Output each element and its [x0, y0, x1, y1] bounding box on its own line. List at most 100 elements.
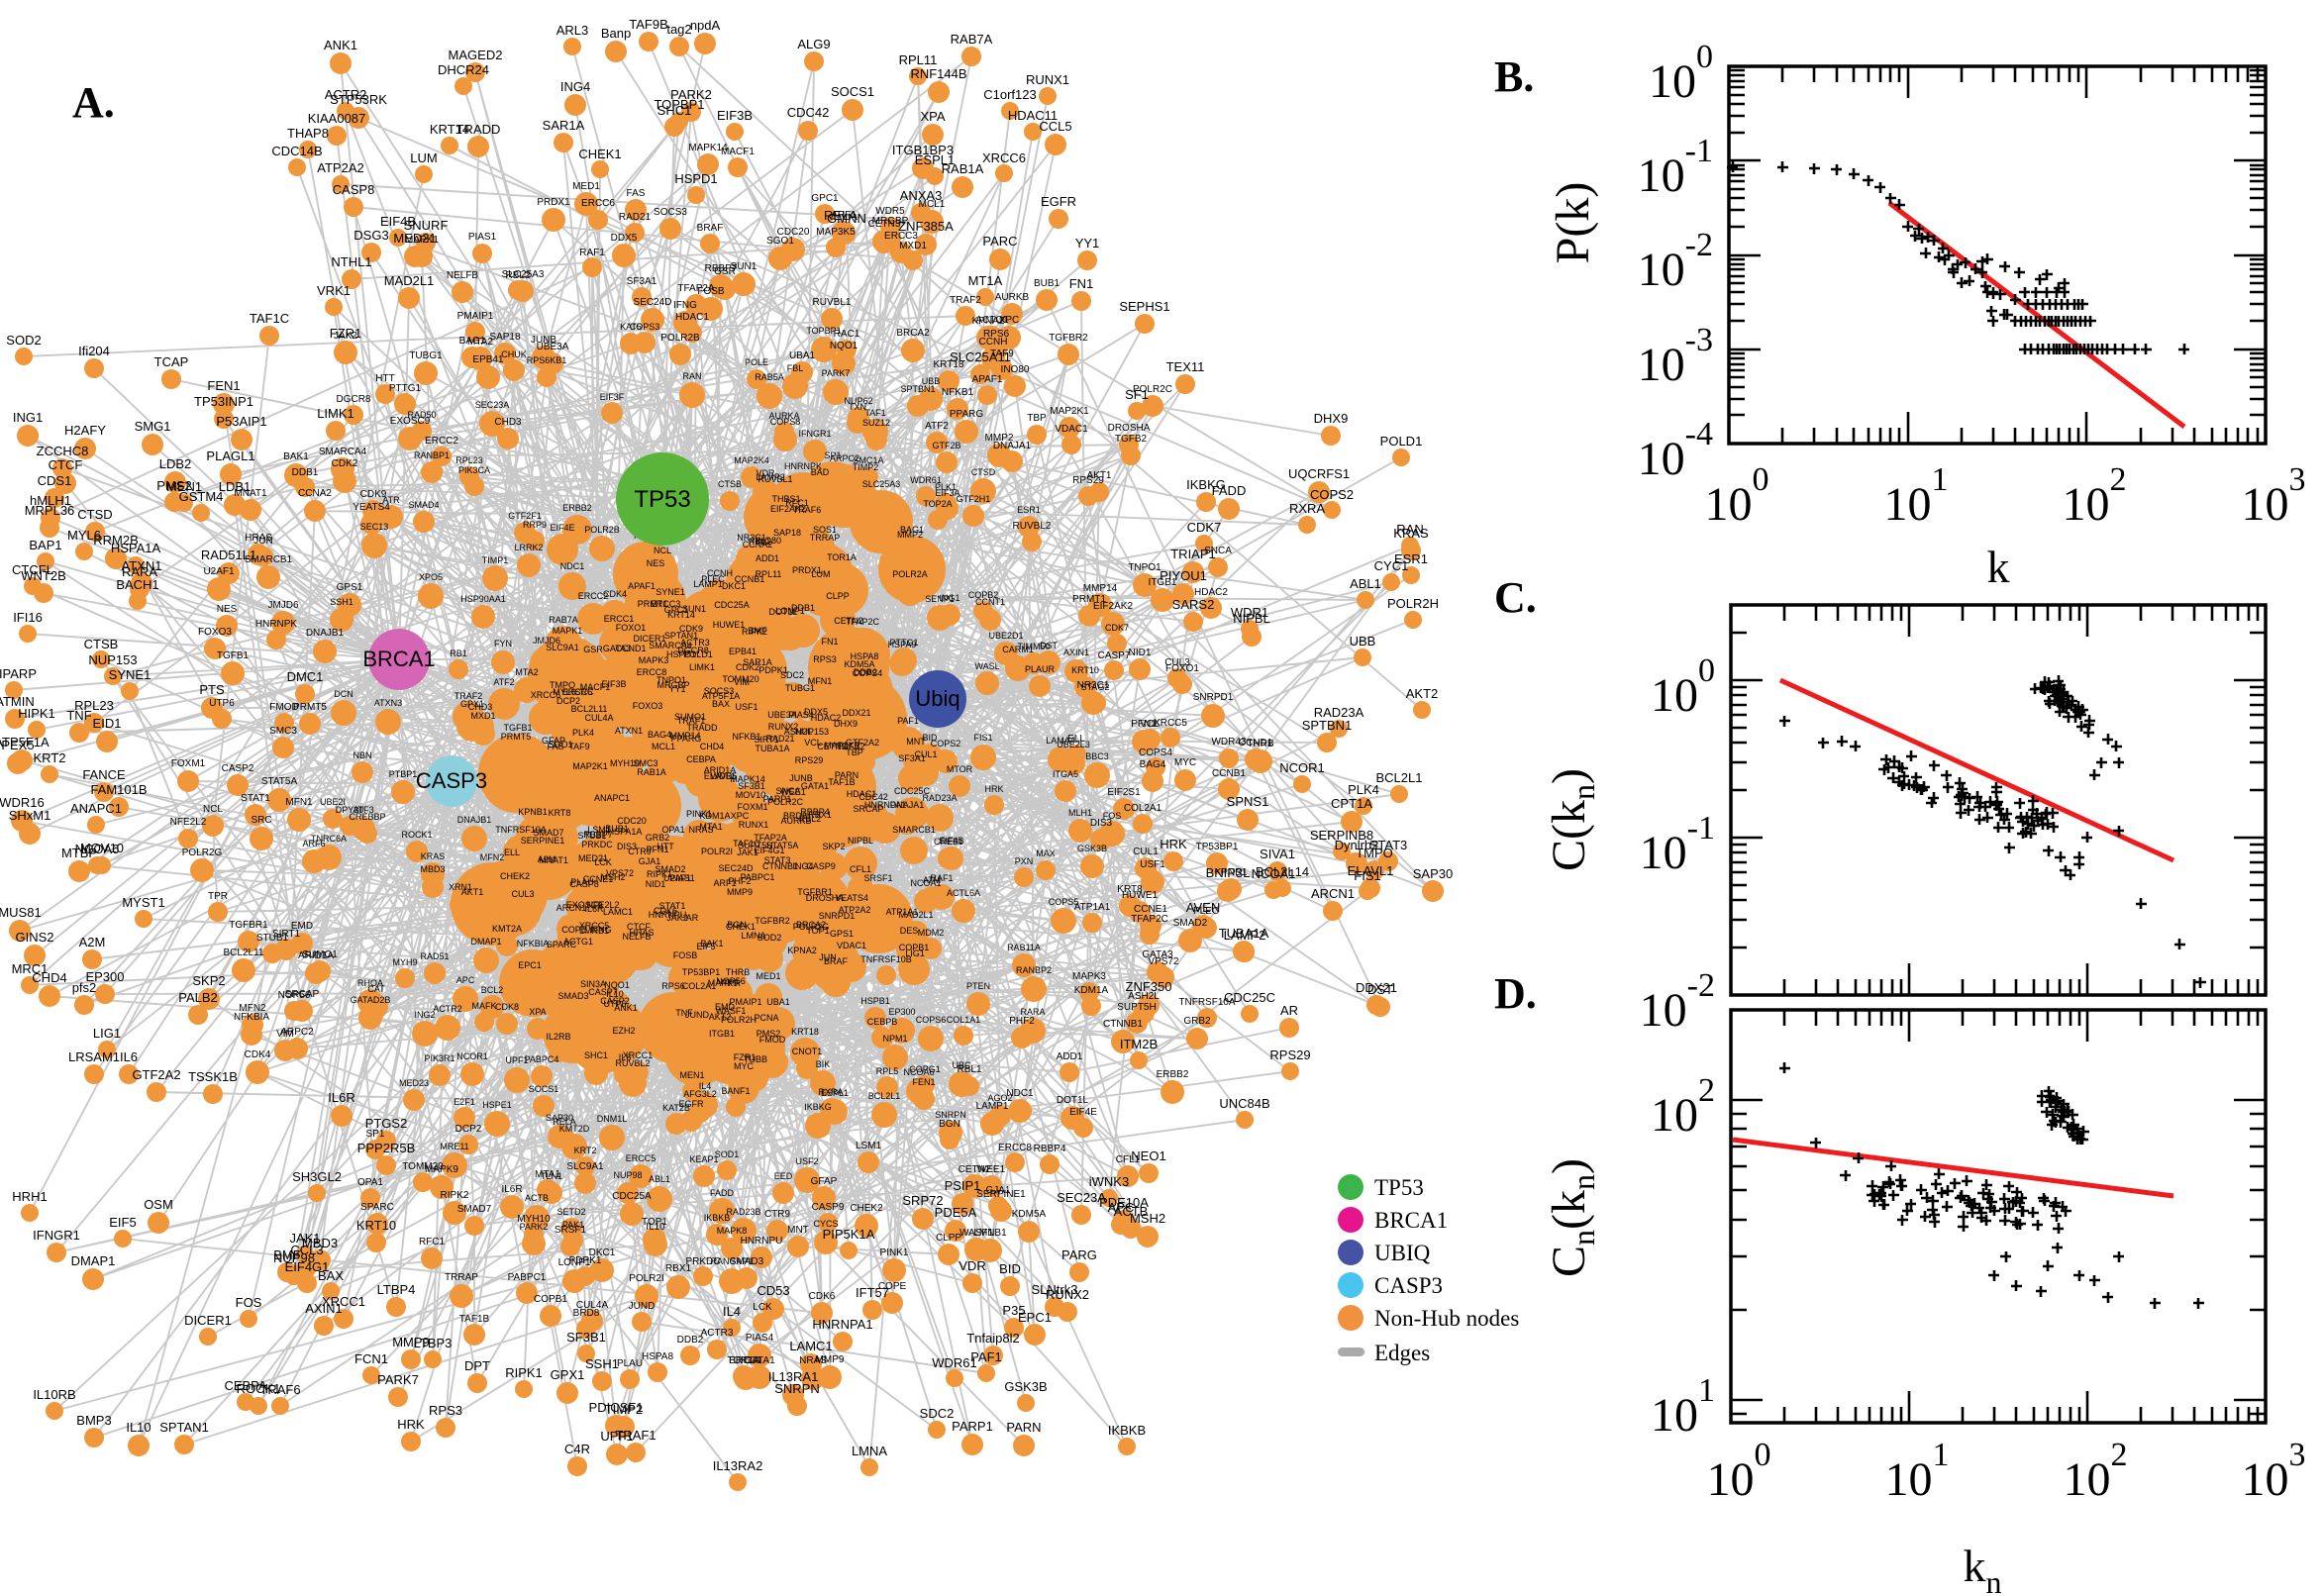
svg-text:PLK4: PLK4	[572, 728, 594, 738]
svg-text:APC: APC	[1108, 1200, 1135, 1215]
svg-text:TOPBP1: TOPBP1	[654, 97, 704, 112]
svg-text:PDPK1: PDPK1	[569, 1255, 602, 1266]
svg-text:PLK1: PLK1	[935, 482, 957, 492]
svg-text:SRSF1: SRSF1	[555, 1225, 587, 1236]
svg-text:MSH2: MSH2	[1130, 1211, 1165, 1226]
svg-text:COPS2: COPS2	[1310, 487, 1354, 502]
svg-text:XPA: XPA	[529, 1007, 546, 1017]
svg-text:HRK: HRK	[984, 784, 1003, 794]
svg-text:E2F1: E2F1	[454, 1097, 475, 1107]
svg-text:RBX1: RBX1	[665, 1263, 692, 1274]
svg-text:SPNS1: SPNS1	[1227, 794, 1269, 809]
svg-text:PRMT5: PRMT5	[293, 702, 327, 713]
svg-text:TNPO1: TNPO1	[1128, 562, 1162, 573]
svg-text:RRP9: RRP9	[523, 520, 547, 530]
svg-text:BCL2L1: BCL2L1	[1376, 770, 1423, 785]
svg-text:APC: APC	[456, 975, 475, 985]
svg-text:ARPC2: ARPC2	[280, 1027, 314, 1038]
svg-text:HSPA9: HSPA9	[888, 640, 917, 649]
svg-text:TOR1A: TOR1A	[727, 1355, 759, 1366]
svg-text:CAT: CAT	[367, 984, 385, 994]
svg-text:WDR43: WDR43	[1211, 737, 1246, 748]
svg-text:TUBG1: TUBG1	[785, 683, 815, 693]
svg-text:TAF9: TAF9	[568, 742, 589, 751]
svg-text:U2AF1: U2AF1	[663, 873, 691, 883]
svg-text:CCL3: CCL3	[290, 1243, 323, 1257]
svg-text:POLR2I: POLR2I	[701, 847, 733, 856]
svg-text:MSH2: MSH2	[600, 872, 625, 882]
svg-text:NUP62: NUP62	[844, 396, 872, 406]
svg-text:CCNE1: CCNE1	[1134, 904, 1167, 915]
svg-text:XRCC1: XRCC1	[623, 1050, 654, 1060]
svg-text:EIF4G1: EIF4G1	[754, 846, 784, 855]
svg-text:CTNNB1: CTNNB1	[762, 861, 798, 871]
svg-text:MRC1: MRC1	[12, 961, 49, 976]
svg-text:NFKB1: NFKB1	[942, 387, 974, 398]
svg-text:SMARCB1: SMARCB1	[245, 554, 293, 565]
svg-text:UBE3A: UBE3A	[537, 342, 569, 352]
svg-text:BAG4: BAG4	[648, 730, 671, 740]
svg-text:STAT5A: STAT5A	[261, 776, 298, 787]
svg-text:PARC: PARC	[982, 234, 1017, 249]
svg-text:FCN1: FCN1	[354, 1351, 388, 1366]
svg-text:POLE: POLE	[745, 357, 768, 367]
svg-text:GATA1: GATA1	[744, 1355, 775, 1366]
svg-text:CLPP: CLPP	[826, 591, 850, 601]
svg-text:CTSB: CTSB	[84, 637, 119, 651]
svg-text:ITGB1BP3: ITGB1BP3	[892, 143, 954, 157]
svg-text:RUNX1: RUNX1	[1026, 72, 1069, 87]
svg-text:HRK: HRK	[397, 1417, 425, 1432]
svg-text:ERCC5: ERCC5	[626, 1153, 656, 1163]
svg-text:EPB41: EPB41	[729, 647, 757, 656]
svg-text:ARF1: ARF1	[713, 878, 736, 888]
svg-text:USF2: USF2	[795, 1156, 818, 1166]
svg-text:CTCFL: CTCFL	[12, 562, 53, 577]
svg-text:PAF1: PAF1	[897, 716, 919, 726]
svg-text:PRMT5: PRMT5	[501, 732, 532, 742]
svg-text:COPB1: COPB1	[899, 943, 930, 952]
svg-text:TEX11: TEX11	[1166, 359, 1205, 374]
svg-text:CDC25C: CDC25C	[894, 786, 931, 796]
svg-text:PMAIP1: PMAIP1	[457, 311, 494, 322]
svg-text:GSTM4: GSTM4	[179, 489, 224, 504]
svg-text:GATA3: GATA3	[1142, 949, 1173, 960]
svg-text:TPR: TPR	[208, 891, 228, 902]
svg-text:TMPO: TMPO	[1356, 846, 1393, 860]
svg-text:TRAF2: TRAF2	[950, 295, 981, 306]
svg-text:H2AFY: H2AFY	[64, 423, 106, 438]
svg-text:BMP3: BMP3	[76, 1413, 111, 1428]
svg-text:EMD: EMD	[715, 1002, 736, 1012]
svg-text:BAK1: BAK1	[283, 451, 309, 462]
svg-text:DROSHA: DROSHA	[806, 893, 845, 903]
svg-text:BUB1: BUB1	[605, 824, 629, 834]
svg-text:NFE2L2: NFE2L2	[586, 900, 619, 910]
svg-text:SRP72: SRP72	[902, 1193, 943, 1208]
svg-text:CASP9: CASP9	[806, 861, 836, 871]
svg-text:EIF3A: EIF3A	[935, 488, 960, 498]
svg-text:BAD: BAD	[811, 467, 830, 477]
svg-text:CYC1: CYC1	[1374, 558, 1409, 573]
svg-text:SMARCA4: SMARCA4	[649, 641, 692, 650]
svg-text:POLR2H: POLR2H	[1387, 596, 1439, 611]
svg-text:PARN: PARN	[1006, 1420, 1041, 1435]
svg-text:CCND1: CCND1	[615, 644, 646, 653]
svg-text:PPARG: PPARG	[671, 734, 702, 744]
svg-text:RAB5A: RAB5A	[755, 372, 784, 382]
svg-text:DIS3: DIS3	[1090, 818, 1113, 829]
svg-text:MAPK1: MAPK1	[405, 235, 439, 246]
svg-text:JAK1: JAK1	[289, 1231, 320, 1246]
svg-text:WASF1: WASF1	[716, 1006, 747, 1016]
svg-text:HDAC11: HDAC11	[1008, 108, 1058, 123]
svg-text:KDM1A: KDM1A	[1074, 985, 1109, 996]
svg-text:COPS4: COPS4	[1139, 748, 1172, 758]
svg-text:IFI16: IFI16	[13, 610, 43, 625]
svg-text:TNFRSF10A: TNFRSF10A	[1178, 997, 1236, 1008]
svg-text:NQO1: NQO1	[604, 980, 630, 990]
svg-text:HSPA8: HSPA8	[851, 651, 879, 661]
svg-text:RPS6: RPS6	[983, 329, 1010, 340]
svg-text:ATR: ATR	[382, 495, 400, 505]
svg-text:GFAP: GFAP	[811, 1176, 838, 1187]
svg-text:ATP5F1A: ATP5F1A	[702, 691, 740, 701]
svg-text:CHD3: CHD3	[468, 702, 493, 712]
svg-text:VPS72: VPS72	[606, 868, 634, 878]
